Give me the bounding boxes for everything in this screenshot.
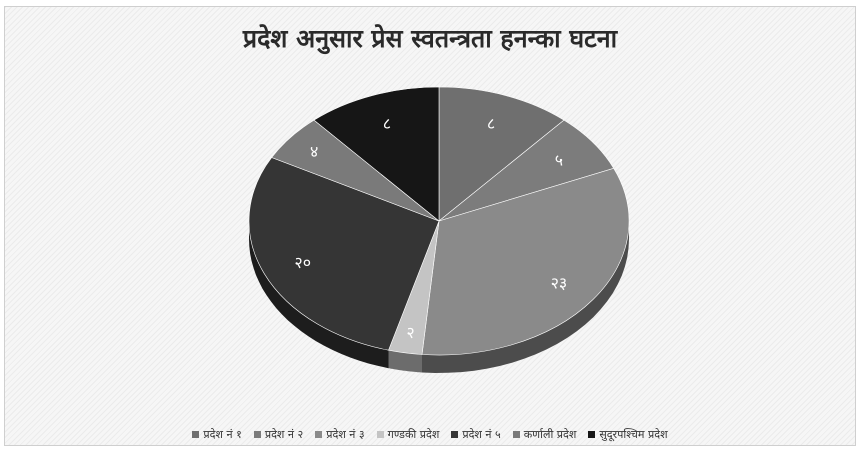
pie-slice-5 (248, 157, 440, 351)
legend-label-2: प्रदेश नं २ (264, 428, 304, 441)
data-label-2: ५ (555, 151, 563, 170)
legend-swatch-6 (512, 431, 520, 438)
chart-area: प्रदेश अनुसार प्रेस स्वतन्त्रता हनन्का घ… (4, 6, 856, 446)
data-label-1: ८ (487, 114, 495, 133)
pie-slice-3 (421, 167, 630, 356)
data-label-7: ८ (383, 114, 391, 133)
legend-item-4: गण्डकी प्रदेश (376, 427, 440, 442)
legend-label-5: प्रदेश नं ५ (462, 428, 501, 441)
legend-swatch-7 (588, 431, 596, 438)
data-label-3: २३ (551, 273, 568, 292)
pie-slices (248, 86, 630, 356)
legend-swatch-2 (253, 431, 261, 438)
data-label-6: ४ (310, 142, 318, 161)
pie-side-5 (249, 221, 389, 369)
legend-item-7: सुदूरपश्चिम प्रदेश (588, 427, 668, 442)
legend-label-6: कर्णाली प्रदेश (523, 428, 577, 441)
pie-side-3 (422, 221, 629, 373)
legend-swatch-5 (451, 431, 459, 438)
legend-label-4: गण्डकी प्रदेश (387, 428, 440, 441)
data-label-4: २ (406, 323, 414, 342)
legend-swatch-3 (315, 431, 323, 438)
data-label-5: २० (294, 253, 311, 272)
pie-slice-7 (313, 86, 440, 222)
legend-swatch-4 (376, 431, 384, 438)
pie-chart: ८ ५ २३ २ २० ४ ८ (248, 86, 630, 373)
legend-label-7: सुदूरपश्चिम प्रदेश (599, 428, 668, 441)
legend-item-2: प्रदेश नं २ (253, 427, 304, 442)
legend-label-1: प्रदेश नं १ (203, 428, 242, 441)
legend-item-3: प्रदेश नं ३ (315, 427, 365, 442)
pie-data-labels: ८ ५ २३ २ २० ४ ८ (294, 114, 567, 342)
chart-title: प्रदेश अनुसार प्रेस स्वतन्त्रता हनन्का घ… (242, 24, 618, 53)
legend-swatch-1 (192, 431, 200, 438)
pie-side-walls (249, 221, 629, 373)
legend-item-5: प्रदेश नं ५ (451, 427, 501, 442)
legend-label-3: प्रदेश नं ३ (326, 428, 365, 441)
pie-side-4 (388, 350, 422, 373)
legend-item-6: कर्णाली प्रदेश (512, 427, 577, 442)
legend-item-1: प्रदेश नं १ (192, 427, 242, 442)
pie-slice-1 (438, 86, 565, 222)
legend: प्रदेश नं १ प्रदेश नं २ प्रदेश नं ३ गण्डकी … (5, 427, 855, 442)
